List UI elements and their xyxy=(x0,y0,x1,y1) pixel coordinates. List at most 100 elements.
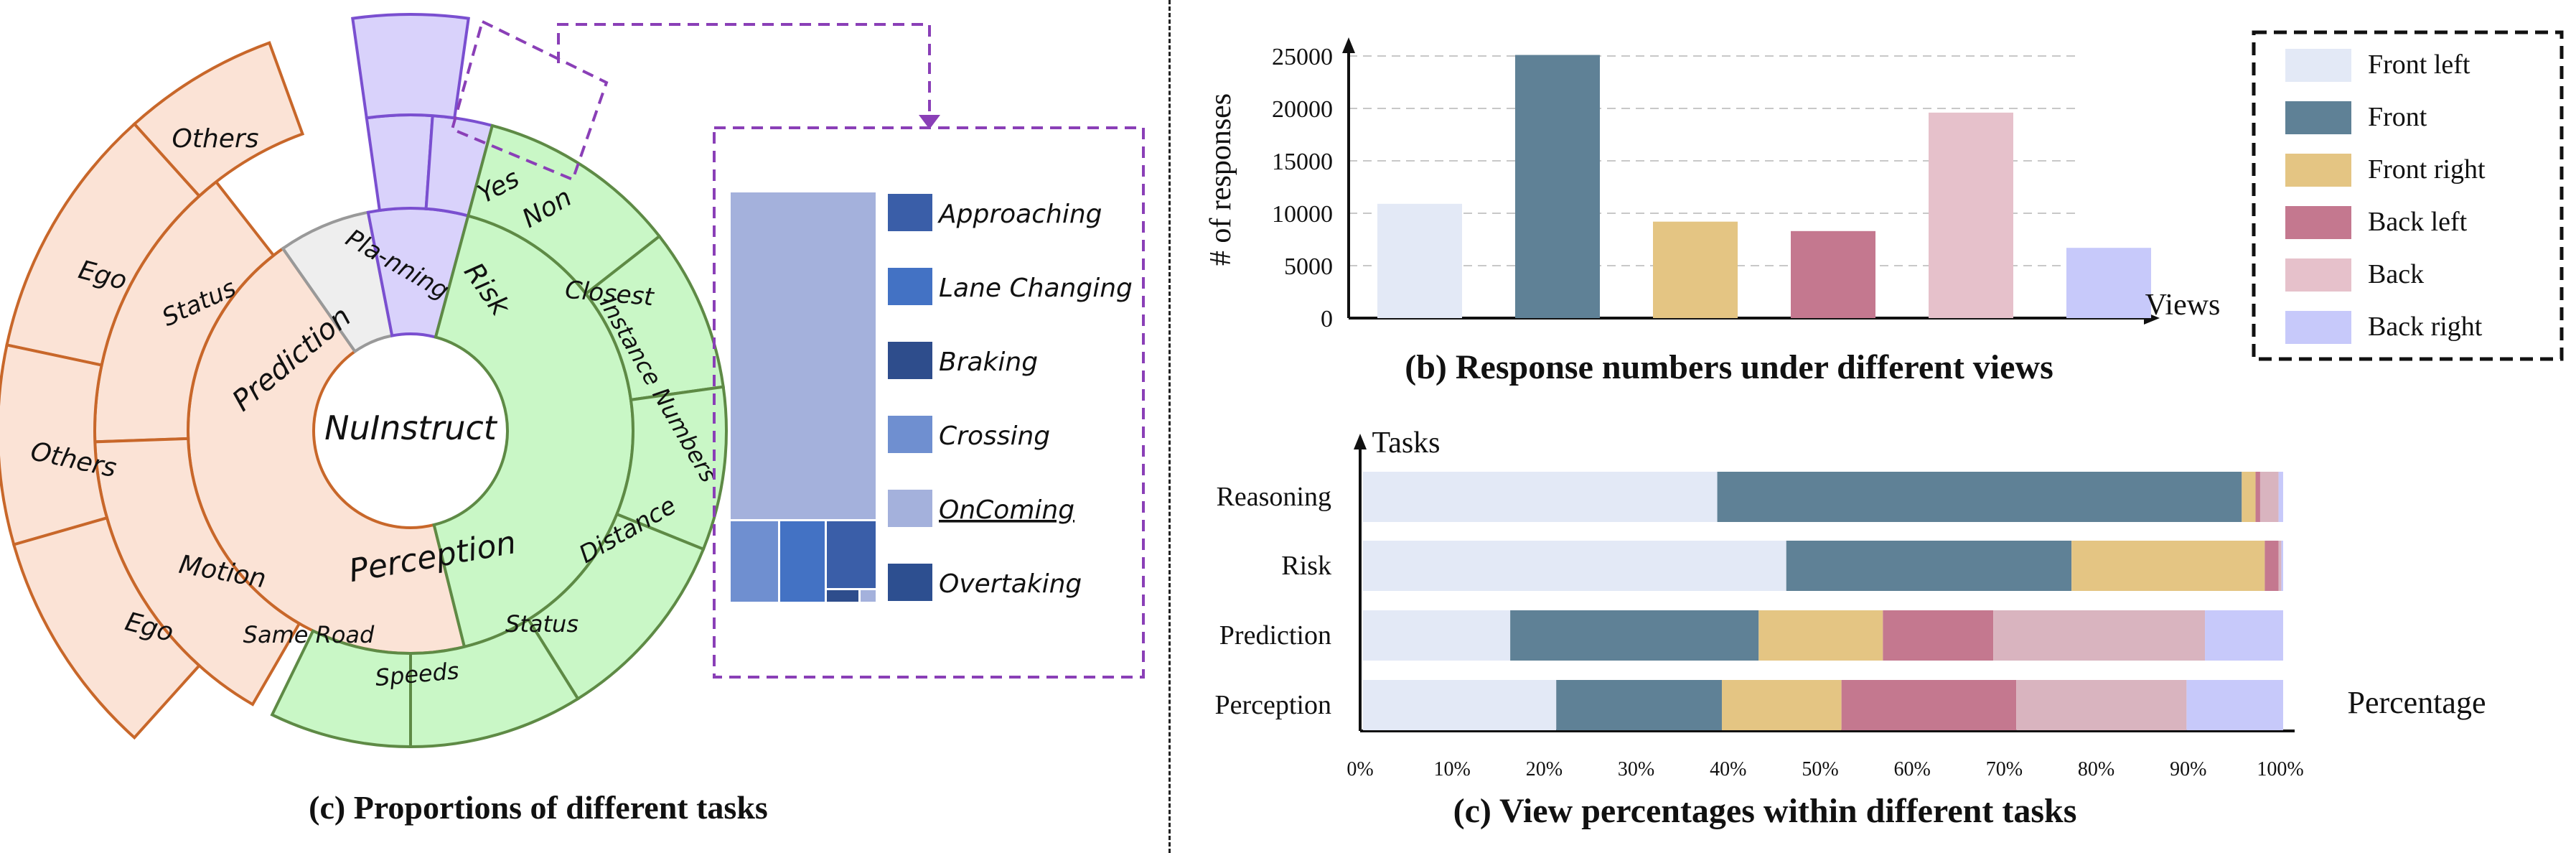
legend-swatch xyxy=(2285,311,2351,344)
treemap-approaching xyxy=(827,521,876,588)
bar-chart-plot: 0 5000 10000 15000 20000 25000 Views # of respo… xyxy=(1204,37,2220,386)
stacked-segment xyxy=(1717,472,2242,522)
legend-label: Back left xyxy=(2368,207,2468,237)
zoom-legend-label: Crossing xyxy=(939,421,1050,451)
x-tick-label: 70% xyxy=(1986,758,2023,780)
x-tick-label: 0% xyxy=(1346,758,1373,780)
zoom-arrowhead xyxy=(919,115,940,129)
x-axis-label: Percentage xyxy=(2348,685,2486,720)
treemap-overtaking xyxy=(861,590,876,602)
legend-swatch xyxy=(2285,49,2351,82)
segment-same-road xyxy=(270,628,412,749)
left-caption: (c) Proportions of different tasks xyxy=(309,789,768,826)
stacked-segment xyxy=(2278,541,2282,591)
legend-swatch xyxy=(2285,206,2351,239)
x-tick-label: 30% xyxy=(1618,758,1654,780)
label-status-perc: Status xyxy=(505,610,579,638)
treemap-lane-changing xyxy=(780,521,825,602)
segment-status-ego xyxy=(5,121,202,367)
stacked-segment xyxy=(1786,541,2072,591)
x-tick-label: 90% xyxy=(2170,758,2206,780)
treemap-braking xyxy=(827,590,858,602)
stacked-segment xyxy=(1556,680,1722,730)
bar-chart: 0 5000 10000 15000 20000 25000 Views # of respo… xyxy=(1204,30,2564,830)
x-tick-label: 100% xyxy=(2257,758,2303,780)
views-legend: Front left Front Front right Back left Back B… xyxy=(2252,30,2564,361)
legend-swatch xyxy=(2285,258,2351,292)
y-axis-arrow xyxy=(1342,37,1355,53)
zoom-legend-label: Overtaking xyxy=(939,569,1082,599)
y-axis-arrow xyxy=(1354,434,1367,449)
y-axis-label: # of responses xyxy=(1204,93,1237,266)
segment-motion-others xyxy=(0,343,109,546)
zoom-legend-swatch xyxy=(888,564,932,601)
treemap-oncoming xyxy=(731,192,876,519)
segment-motion-ego xyxy=(11,516,202,740)
y-tick-label: Perception xyxy=(1214,690,1331,720)
stacked-segment xyxy=(2264,541,2279,591)
zoom-legend-label: Approaching xyxy=(937,200,1102,229)
panel-divider xyxy=(1168,0,1171,853)
stacked-segment xyxy=(2205,610,2283,661)
stacked-segment xyxy=(2278,472,2283,522)
y-tick-label: Prediction xyxy=(1219,620,1331,651)
stacked-segment xyxy=(1883,610,1994,661)
segment-status-others xyxy=(132,41,305,198)
x-tick-label: 80% xyxy=(2078,758,2114,780)
treemap xyxy=(731,192,876,602)
y-axis-label: Tasks xyxy=(1372,426,1440,460)
stacked-chart-plot: Reasoning Risk Prediction Perception 0% 10% 20… xyxy=(1214,426,2486,830)
bar xyxy=(2066,248,2151,318)
legend-swatch xyxy=(2285,154,2351,187)
legend-box xyxy=(2252,30,2564,361)
stacked-segment xyxy=(1510,610,1759,661)
y-tick-label: Risk xyxy=(1281,551,1331,581)
legend-swatch xyxy=(2285,101,2351,134)
treemap-crossing xyxy=(731,521,778,602)
bar xyxy=(1653,221,1738,318)
zoom-legend-swatch xyxy=(888,194,932,231)
stacked-segment xyxy=(2259,472,2279,522)
stacked-segment xyxy=(2255,472,2260,522)
zoom-legend-label: OnComing xyxy=(939,495,1074,525)
stacked-segment xyxy=(1993,610,2206,661)
legend-label: Front left xyxy=(2368,50,2470,80)
stacked-segment xyxy=(1363,472,1718,522)
stacked-segment xyxy=(1363,680,1557,730)
stacked-segment xyxy=(2242,472,2256,522)
zoom-legend-swatch xyxy=(888,342,932,379)
stacked-segment xyxy=(2186,680,2283,730)
center-label: NuInstruct xyxy=(324,409,498,447)
stacked-segment xyxy=(1841,680,2017,730)
stacked-segment xyxy=(2281,541,2283,591)
bar xyxy=(1791,230,1875,318)
stacked-segment xyxy=(2016,680,2187,730)
bar xyxy=(1929,112,2013,318)
legend-label: Front right xyxy=(2368,154,2486,185)
y-tick-label: Reasoning xyxy=(1217,482,1331,512)
segment-risk-yes xyxy=(365,113,434,213)
stacked-segment xyxy=(1758,610,1883,661)
bar-chart-title: (b) Response numbers under different vie… xyxy=(1405,348,2053,386)
x-tick-label: 10% xyxy=(1434,758,1471,780)
x-tick-label: 20% xyxy=(1526,758,1563,780)
y-tick-label: 20000 xyxy=(1272,96,1333,123)
y-tick-label: 15000 xyxy=(1272,149,1333,175)
sunburst-chart xyxy=(0,13,728,749)
stacked-chart-title: (c) View percentages within different ta… xyxy=(1453,792,2077,830)
zoom-legend-label: Lane Changing xyxy=(939,274,1133,303)
label-others-1: Others xyxy=(172,124,259,154)
y-tick-label: 5000 xyxy=(1284,253,1333,280)
legend-label: Back xyxy=(2368,259,2424,289)
label-same-road: Same Road xyxy=(243,621,375,648)
y-tick-label: 10000 xyxy=(1272,201,1333,228)
y-tick-label: 0 xyxy=(1321,306,1333,332)
bar xyxy=(1377,203,1462,318)
segment-risk-detail xyxy=(351,13,470,120)
zoom-legend-swatch xyxy=(888,268,932,305)
bar xyxy=(1515,55,1600,318)
stacked-segment xyxy=(1721,680,1842,730)
legend-label: Front xyxy=(2368,102,2427,132)
